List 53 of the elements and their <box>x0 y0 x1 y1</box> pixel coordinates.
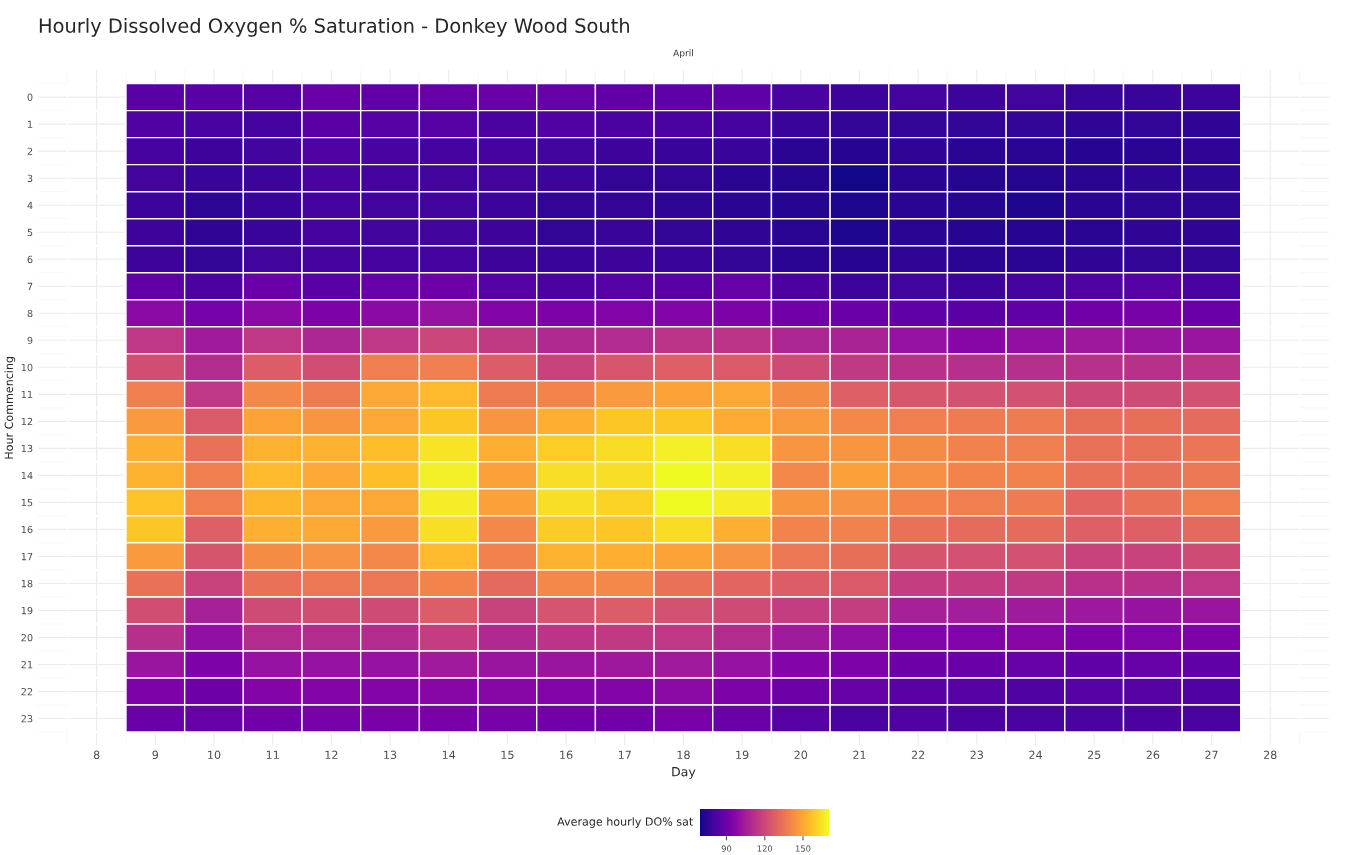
x-tick-label: 24 <box>1029 750 1042 759</box>
x-tick-label: 15 <box>501 750 514 760</box>
y-tick-label: 15 <box>21 499 33 507</box>
y-tick-label: 7 <box>27 282 33 290</box>
y-tick-label: 6 <box>27 255 33 264</box>
y-tick-label: 20 <box>21 633 33 642</box>
x-tick-label: 8 <box>93 750 100 760</box>
y-tick-label: 21 <box>21 660 33 669</box>
y-tick-label: 17 <box>21 553 33 561</box>
chart-subtitle: April <box>673 49 693 59</box>
x-tick-label: 12 <box>325 750 338 759</box>
x-tick-label: 23 <box>970 750 983 760</box>
y-tick-label: 23 <box>21 715 33 723</box>
x-tick-label: 9 <box>152 750 159 760</box>
x-tick-label: 21 <box>853 750 866 759</box>
x-tick-label: 25 <box>1087 750 1101 760</box>
y-tick-label: 14 <box>21 471 33 480</box>
y-tick-label: 19 <box>21 606 33 615</box>
y-tick-label: 1 <box>27 120 33 128</box>
y-tick-label: 5 <box>27 228 33 237</box>
y-tick-label: 12 <box>21 417 33 426</box>
y-tick-label: 22 <box>21 688 33 696</box>
x-tick-label: 17 <box>618 750 631 759</box>
y-axis-title: Hour Commencing <box>4 357 16 459</box>
x-tick-label: 20 <box>794 750 808 760</box>
y-tick-label: 18 <box>21 579 33 588</box>
chart-title: Hourly Dissolved Oxygen % Saturation - Donkey Wood South <box>39 17 630 37</box>
y-tick-label: 11 <box>21 390 33 399</box>
x-tick-label: 16 <box>560 750 573 760</box>
y-tick-label: 16 <box>21 525 33 534</box>
color-bar-label: 120 <box>757 845 773 852</box>
x-tick-label: 13 <box>384 750 397 760</box>
y-tick-label: 10 <box>21 363 33 372</box>
x-tick-label: 19 <box>736 750 749 760</box>
y-tick-label: 2 <box>27 147 33 155</box>
y-tick-label: 8 <box>27 309 33 318</box>
x-tick-label: 10 <box>208 750 221 760</box>
color-bar-title: Average hourly DO% sat <box>557 817 693 828</box>
x-tick-label: 18 <box>677 750 690 760</box>
color-bar-label: 90 <box>721 845 732 852</box>
x-tick-label: 26 <box>1146 750 1160 760</box>
y-tick-label: 13 <box>21 444 33 453</box>
y-tick-label: 4 <box>27 201 33 209</box>
color-bar-label: 150 <box>795 845 811 852</box>
y-tick-label: 3 <box>27 174 33 183</box>
x-tick-label: 27 <box>1205 750 1218 759</box>
x-tick-label: 22 <box>911 750 925 759</box>
x-tick-label: 11 <box>266 750 279 759</box>
y-tick-label: 9 <box>27 336 33 345</box>
y-tick-label: 0 <box>27 93 33 101</box>
x-tick-label: 14 <box>442 750 456 759</box>
x-axis-title: Day <box>672 767 696 779</box>
x-tick-label: 28 <box>1263 750 1277 760</box>
